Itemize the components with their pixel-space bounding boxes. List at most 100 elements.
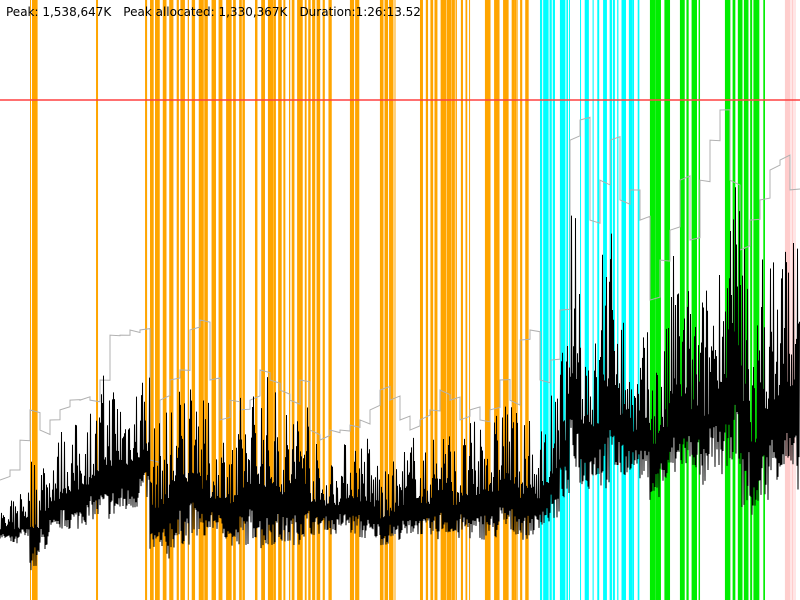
green-event-band <box>655 0 661 600</box>
orange-event-band <box>455 0 457 600</box>
orange-event-band <box>187 0 189 600</box>
cyan-event-band <box>628 0 633 600</box>
orange-event-band <box>425 0 429 600</box>
cyan-event-band <box>612 0 615 600</box>
peak-label: Peak: 1,538,647K <box>6 5 112 19</box>
orange-event-band <box>525 0 529 600</box>
orange-event-band <box>460 0 463 600</box>
orange-event-band <box>288 0 291 600</box>
pink-event-band <box>794 0 796 600</box>
orange-event-band <box>191 0 196 600</box>
orange-event-band <box>233 0 236 600</box>
orange-event-band <box>239 0 242 600</box>
orange-event-band <box>308 0 311 600</box>
cyan-event-band <box>597 0 600 600</box>
orange-event-band <box>96 0 99 600</box>
orange-event-band <box>384 0 389 600</box>
orange-event-band <box>204 0 208 600</box>
cyan-event-band <box>580 0 582 600</box>
orange-event-band <box>389 0 394 600</box>
orange-event-band <box>145 0 148 600</box>
cyan-event-band <box>559 0 566 600</box>
cyan-event-band <box>603 0 607 600</box>
orange-event-band <box>316 0 321 600</box>
green-event-band <box>698 0 701 600</box>
orange-event-band <box>180 0 185 600</box>
orange-event-band <box>469 0 471 600</box>
orange-event-band <box>516 0 518 600</box>
green-event-band <box>664 0 671 600</box>
orange-event-band <box>322 0 325 600</box>
orange-event-band <box>465 0 468 600</box>
orange-event-band <box>254 0 258 600</box>
cyan-event-band <box>549 0 552 600</box>
orange-event-band <box>162 0 167 600</box>
orange-event-band <box>267 0 274 600</box>
orange-event-band <box>440 0 447 600</box>
duration-label: Duration:1:26:13.52 <box>299 5 421 19</box>
orange-event-band <box>169 0 174 600</box>
green-event-band <box>649 0 656 600</box>
orange-event-band <box>379 0 384 600</box>
summary-header: Peak: 1,538,647K Peak allocated: 1,330,36… <box>6 5 433 19</box>
pink-event-band <box>784 0 791 600</box>
orange-event-band <box>261 0 266 600</box>
orange-event-band <box>154 0 160 600</box>
orange-event-band <box>451 0 455 600</box>
orange-event-band <box>446 0 452 600</box>
orange-event-band <box>211 0 216 600</box>
orange-event-band <box>494 0 500 600</box>
pink-event-band <box>791 0 794 600</box>
orange-event-band <box>312 0 316 600</box>
cyan-event-band <box>568 0 570 600</box>
green-event-band <box>753 0 760 600</box>
orange-event-band <box>218 0 223 600</box>
cyan-event-band <box>543 0 549 600</box>
green-event-band <box>763 0 765 600</box>
orange-event-band <box>242 0 245 600</box>
orange-event-band <box>291 0 295 600</box>
used-series <box>0 187 800 571</box>
orange-event-band <box>503 0 509 600</box>
orange-event-band <box>226 0 232 600</box>
orange-event-band <box>29 0 31 600</box>
orange-event-band <box>355 0 360 600</box>
peak-allocated-label: Peak allocated: 1,330,367K <box>123 5 288 19</box>
orange-event-band <box>176 0 179 600</box>
orange-event-band <box>514 0 517 600</box>
orange-event-band <box>198 0 204 600</box>
orange-event-band <box>304 0 307 600</box>
orange-event-band <box>484 0 491 600</box>
cyan-event-band <box>617 0 619 600</box>
green-event-band <box>750 0 753 600</box>
green-event-band <box>743 0 749 600</box>
orange-event-band <box>349 0 355 600</box>
orange-event-band <box>511 0 515 600</box>
cyan-event-band <box>621 0 627 600</box>
orange-event-band <box>419 0 423 600</box>
cyan-event-band <box>584 0 589 600</box>
orange-event-band <box>328 0 332 600</box>
green-event-band <box>686 0 689 600</box>
cyan-event-band <box>637 0 640 600</box>
orange-event-band <box>150 0 154 600</box>
orange-event-band <box>31 0 38 600</box>
orange-event-band <box>520 0 523 600</box>
orange-event-band <box>297 0 303 600</box>
cyan-event-band <box>592 0 594 600</box>
cyan-event-band <box>552 0 555 600</box>
orange-event-band <box>430 0 434 600</box>
cyan-event-band <box>632 0 635 600</box>
allocated-series <box>0 109 800 481</box>
green-event-band <box>679 0 685 600</box>
orange-event-band <box>278 0 282 600</box>
orange-event-band <box>434 0 438 600</box>
orange-event-band <box>394 0 396 600</box>
orange-event-band <box>283 0 286 600</box>
cyan-event-band <box>539 0 543 600</box>
orange-event-band <box>273 0 276 600</box>
green-event-band <box>691 0 697 600</box>
cyan-event-band <box>566 0 568 600</box>
